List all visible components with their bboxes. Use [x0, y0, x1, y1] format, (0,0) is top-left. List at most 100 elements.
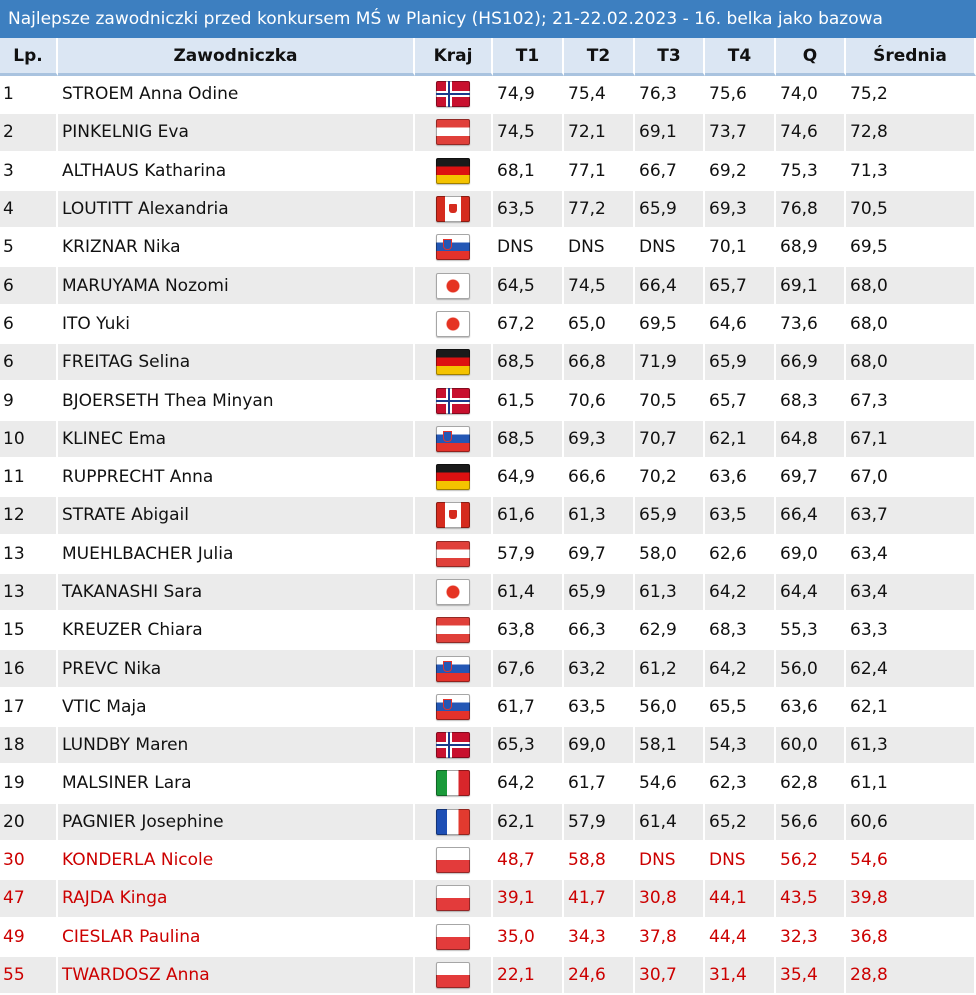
country-cell: [415, 918, 493, 957]
header-srednia[interactable]: Średnia: [846, 38, 976, 76]
t3-cell: 76,3: [635, 76, 705, 115]
header-t2[interactable]: T2: [564, 38, 635, 76]
header-zawodniczka[interactable]: Zawodniczka: [58, 38, 415, 76]
q-cell: 68,3: [776, 382, 846, 421]
average-cell: 61,1: [846, 765, 976, 804]
t4-cell: 54,3: [705, 727, 776, 766]
jpn-flag-icon: [436, 579, 470, 605]
table-row: 47 RAJDA Kinga 39,1 41,7 30,8 44,1 43,5 39,8: [0, 880, 976, 919]
average-cell: 36,8: [846, 918, 976, 957]
rank-cell: 13: [0, 573, 58, 613]
q-cell: 43,5: [776, 880, 846, 919]
t2-cell: 77,2: [564, 190, 635, 230]
average-cell: 69,5: [846, 229, 976, 268]
t4-cell: 64,6: [705, 305, 776, 345]
slo-flag-icon: [436, 655, 470, 682]
q-cell: 56,6: [776, 803, 846, 842]
t1-cell: 67,6: [493, 650, 564, 689]
athlete-name-cell: ITO Yuki: [58, 305, 415, 345]
q-cell: 68,9: [776, 229, 846, 268]
rank-cell: 19: [0, 765, 58, 804]
table-row: 6 MARUYAMA Nozomi 64,5 74,5 66,4 65,7 69,1 68,0: [0, 267, 976, 306]
table-row: 17 VTIC Maja 61,7 63,5 56,0 65,5 63,6 62,1: [0, 688, 976, 728]
average-cell: 67,0: [846, 458, 976, 498]
country-cell: [415, 573, 493, 613]
t1-cell: DNS: [493, 229, 564, 268]
athlete-name-cell: RAJDA Kinga: [58, 880, 415, 919]
ger-flag-icon: [436, 464, 470, 491]
t4-cell: 70,1: [705, 229, 776, 268]
table-row: 3 ALTHAUS Katharina 68,1 77,1 66,7 69,2 75,3 71…: [0, 152, 976, 191]
q-cell: 64,4: [776, 573, 846, 613]
country-cell: [415, 229, 493, 268]
athlete-name-cell: PAGNIER Josephine: [58, 803, 415, 842]
average-cell: 63,3: [846, 612, 976, 651]
t1-cell: 48,7: [493, 841, 564, 881]
header-lp[interactable]: Lp.: [0, 38, 58, 76]
q-cell: 69,7: [776, 458, 846, 498]
t4-cell: 69,2: [705, 152, 776, 191]
t1-cell: 62,1: [493, 803, 564, 842]
t4-cell: DNS: [705, 841, 776, 881]
athlete-name-cell: KRIZNAR Nika: [58, 229, 415, 268]
rank-cell: 3: [0, 152, 58, 191]
t4-cell: 69,3: [705, 190, 776, 230]
q-cell: 74,0: [776, 76, 846, 115]
t1-cell: 57,9: [493, 535, 564, 574]
t3-cell: 66,7: [635, 152, 705, 191]
t1-cell: 68,1: [493, 152, 564, 191]
athlete-name-cell: PINKELNIG Eva: [58, 114, 415, 153]
header-t4[interactable]: T4: [705, 38, 776, 76]
country-cell: [415, 190, 493, 230]
country-cell: [415, 765, 493, 804]
results-table: Lp. Zawodniczka Kraj T1 T2 T3 T4 Q Średn…: [0, 38, 976, 995]
t2-cell: 69,3: [564, 420, 635, 459]
table-row: 5 KRIZNAR Nika DNS DNS DNS 70,1 68,9 69,5: [0, 229, 976, 268]
average-cell: 68,0: [846, 305, 976, 345]
table-row: 18 LUNDBY Maren 65,3 69,0 58,1 54,3 60,0 61,3: [0, 727, 976, 766]
header-t3[interactable]: T3: [635, 38, 705, 76]
country-cell: [415, 803, 493, 842]
t1-cell: 74,9: [493, 76, 564, 115]
rank-cell: 2: [0, 114, 58, 153]
athlete-name-cell: FREITAG Selina: [58, 344, 415, 383]
t2-cell: 72,1: [564, 114, 635, 153]
average-cell: 60,6: [846, 803, 976, 842]
header-t1[interactable]: T1: [493, 38, 564, 76]
t2-cell: 57,9: [564, 803, 635, 842]
t1-cell: 61,6: [493, 497, 564, 536]
t4-cell: 65,7: [705, 267, 776, 306]
average-cell: 72,8: [846, 114, 976, 153]
t4-cell: 62,6: [705, 535, 776, 574]
average-cell: 71,3: [846, 152, 976, 191]
q-cell: 60,0: [776, 727, 846, 766]
rank-cell: 20: [0, 803, 58, 842]
t1-cell: 65,3: [493, 727, 564, 766]
table-row: 12 STRATE Abigail 61,6 61,3 65,9 63,5 66,4 63,7: [0, 497, 976, 536]
average-cell: 39,8: [846, 880, 976, 919]
table-row: 19 MALSINER Lara 64,2 61,7 54,6 62,3 62,8 61,1: [0, 765, 976, 804]
header-kraj[interactable]: Kraj: [415, 38, 493, 76]
ita-flag-icon: [436, 770, 470, 797]
t3-cell: 30,7: [635, 956, 705, 995]
t1-cell: 35,0: [493, 918, 564, 957]
country-cell: [415, 880, 493, 919]
average-cell: 70,5: [846, 190, 976, 230]
athlete-name-cell: MALSINER Lara: [58, 765, 415, 804]
t1-cell: 64,9: [493, 458, 564, 498]
pol-flag-icon: [436, 961, 470, 988]
t1-cell: 64,5: [493, 267, 564, 306]
t3-cell: 69,5: [635, 305, 705, 345]
t3-cell: 70,7: [635, 420, 705, 459]
t4-cell: 63,5: [705, 497, 776, 536]
country-cell: [415, 688, 493, 728]
nor-flag-icon: [436, 387, 470, 414]
slo-flag-icon: [436, 425, 470, 452]
ger-flag-icon: [436, 349, 470, 376]
header-q[interactable]: Q: [776, 38, 846, 76]
rank-cell: 15: [0, 612, 58, 651]
athlete-name-cell: VTIC Maja: [58, 688, 415, 728]
average-cell: 62,4: [846, 650, 976, 689]
t3-cell: 61,2: [635, 650, 705, 689]
rank-cell: 17: [0, 688, 58, 728]
